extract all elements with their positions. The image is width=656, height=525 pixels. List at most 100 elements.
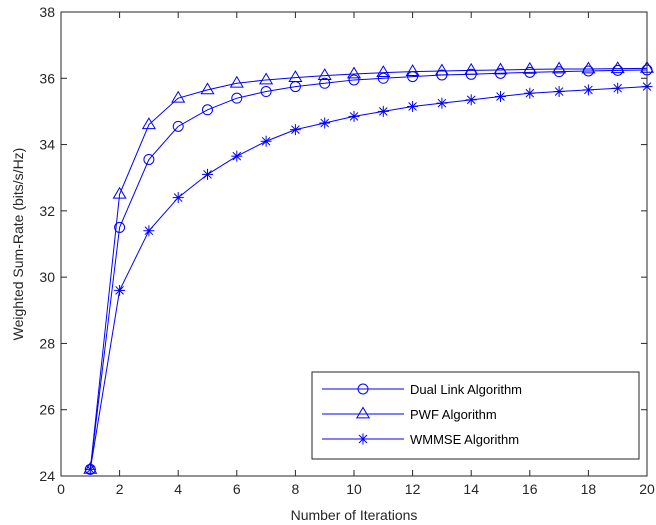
y-tick-label: 28 (39, 335, 55, 351)
y-tick-label: 36 (39, 70, 55, 86)
y-tick-label: 24 (39, 468, 55, 484)
legend-item-triangle: PWF Algorithm (322, 406, 497, 422)
data-point-circle (114, 221, 126, 233)
data-point-asterisk (612, 82, 624, 94)
asterisk-marker-stroke (496, 92, 505, 101)
asterisk-marker-stroke (232, 151, 242, 161)
triangle-marker-shape (434, 63, 449, 76)
data-point-asterisk (553, 86, 565, 98)
data-point-triangle (259, 72, 274, 85)
data-point-triangle (376, 65, 391, 78)
legend-item-circle: Dual Link Algorithm (322, 382, 522, 397)
series-triangle (83, 60, 655, 474)
circle-marker-shape (114, 221, 126, 233)
series-line (89, 67, 648, 470)
triangle-marker-shape (610, 61, 625, 74)
plot-frame (60, 11, 648, 477)
y-tick-label: 30 (39, 269, 55, 285)
triangle-marker-shape (522, 61, 537, 74)
x-tick-label: 6 (233, 481, 241, 497)
asterisk-marker-stroke (320, 118, 330, 128)
circle-marker-shape (172, 120, 184, 132)
asterisk-marker-stroke (613, 83, 623, 93)
data-point-asterisk (231, 150, 243, 162)
asterisk-marker-stroke (437, 98, 447, 108)
triangle-marker-shape (141, 117, 156, 130)
y-tick-label: 38 (39, 4, 55, 20)
triangle-marker-shape (493, 62, 508, 75)
circle-marker-shape (377, 72, 389, 84)
data-point-triangle (346, 66, 362, 79)
triangle-marker-shape (171, 90, 186, 103)
legend-box (311, 371, 640, 460)
triangle-marker-shape (581, 61, 596, 74)
asterisk-marker-stroke (144, 226, 154, 236)
data-point-asterisk (524, 87, 536, 99)
data-point-triangle (552, 61, 567, 74)
asterisk-marker-stroke (85, 465, 95, 474)
asterisk-marker-stroke (584, 85, 593, 95)
triangle-marker-shape (259, 72, 274, 85)
data-point-asterisk (582, 84, 594, 96)
x-tick-label: 20 (639, 481, 655, 497)
legend: Dual Link Algorithm PWF Algorithm WMMSE Al… (311, 371, 640, 460)
circle-marker-shape (143, 153, 155, 165)
x-tick-label: 0 (57, 481, 65, 497)
circle-marker-shape (348, 74, 360, 86)
asterisk-marker-stroke (203, 170, 212, 179)
data-point-asterisk (143, 225, 155, 237)
data-point-circle (495, 67, 506, 79)
data-point-asterisk (319, 117, 331, 129)
asterisk-marker-stroke (554, 87, 564, 96)
data-point-asterisk (172, 192, 184, 204)
asterisk-marker-stroke (378, 107, 388, 116)
data-point-asterisk (436, 97, 448, 109)
triangle-marker-shape (200, 82, 215, 95)
series-asterisk (84, 81, 653, 475)
triangle-marker-shape (317, 68, 332, 81)
data-point-triangle (141, 117, 156, 130)
triangle-marker-shape (552, 61, 567, 74)
asterisk-marker-stroke (466, 95, 476, 105)
asterisk-marker-stroke (525, 88, 535, 98)
data-point-circle (319, 77, 331, 89)
x-tick-label: 10 (346, 481, 362, 497)
legend-marker (357, 383, 369, 395)
x-axis-label: Number of Iterations (291, 507, 418, 523)
data-point-asterisk (84, 463, 96, 475)
circle-marker-shape (202, 104, 213, 116)
triangle-marker-shape (346, 66, 362, 79)
data-point-triangle (317, 68, 332, 81)
legend-label: Dual Link Algorithm (410, 382, 522, 397)
y-tick-label: 26 (39, 402, 55, 418)
asterisk-marker-stroke (173, 193, 183, 202)
y-axis-label: Weighted Sum-Rate (bits/s/Hz) (10, 148, 26, 341)
data-point-triangle (493, 62, 508, 75)
asterisk-marker-stroke (408, 102, 417, 111)
asterisk-marker-stroke (358, 434, 368, 444)
data-point-triangle (112, 186, 127, 199)
data-point-triangle (171, 90, 186, 103)
data-point-asterisk (495, 91, 506, 103)
data-point-circle (377, 72, 389, 84)
asterisk-marker-stroke (291, 125, 300, 134)
data-point-triangle (522, 61, 537, 74)
data-point-circle (143, 153, 155, 165)
triangle-marker-shape (355, 406, 371, 419)
data-point-circle (348, 74, 360, 86)
triangle-marker-shape (288, 70, 303, 83)
x-tick-label: 14 (463, 481, 479, 497)
y-tick-label: 34 (39, 137, 55, 153)
legend-marker (355, 406, 371, 419)
circle-marker-shape (524, 66, 536, 78)
triangle-marker-shape (464, 62, 479, 75)
data-point-asterisk (114, 284, 126, 296)
data-point-circle (202, 104, 213, 116)
circle-marker-shape (319, 77, 331, 89)
data-point-triangle (464, 62, 479, 75)
data-point-circle (260, 86, 272, 98)
triangle-marker-shape (112, 186, 127, 199)
data-point-triangle (610, 61, 625, 74)
legend-label: WMMSE Algorithm (410, 432, 519, 447)
